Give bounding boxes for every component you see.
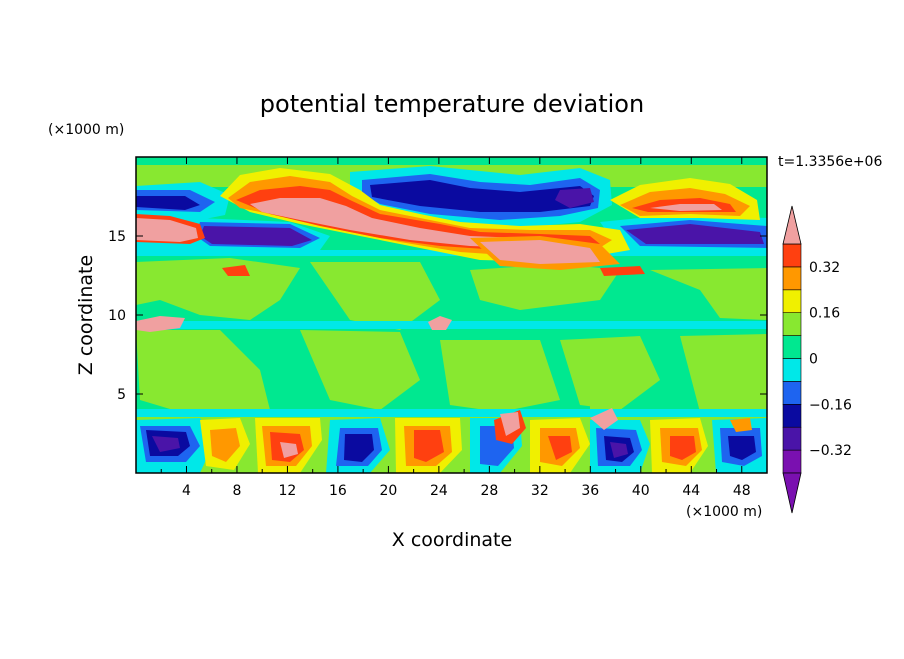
x-tick-label: 16	[329, 483, 347, 499]
upper-negative-layers	[136, 166, 767, 250]
x-tick-label: 36	[581, 483, 599, 499]
colorbar-swatch	[782, 289, 802, 313]
x-axis-unit: (×1000 m)	[686, 504, 762, 520]
x-tick-label: 28	[480, 483, 498, 499]
colorbar-swatch	[782, 335, 802, 359]
heatmap-field	[136, 157, 767, 473]
colorbar-swatch	[782, 426, 802, 451]
boundary-layer	[136, 408, 767, 473]
x-axis: 4 8 12 16 20 24 28 32 36 40 44 48	[160, 157, 751, 499]
y-axis-title: Z coordinate	[75, 255, 97, 375]
colorbar: −0.32 −0.16 0 0.16 0.32	[782, 205, 852, 514]
x-tick-label: 12	[279, 483, 297, 499]
colorbar-swatch	[782, 243, 802, 268]
colorbar-label: −0.16	[809, 397, 852, 413]
y-tick-label: 10	[108, 308, 126, 324]
x-axis-title: X coordinate	[392, 529, 512, 551]
y-tick-label: 5	[117, 387, 126, 403]
y-axis: 5 10 15	[108, 229, 767, 403]
x-tick-label: 40	[632, 483, 650, 499]
x-tick-label: 32	[531, 483, 549, 499]
time-label: t=1.3356e+06	[778, 154, 882, 170]
colorbar-swatch	[782, 312, 802, 336]
x-tick-label: 24	[430, 483, 448, 499]
colorbar-swatch	[782, 381, 802, 405]
chart-title: potential temperature deviation	[260, 90, 644, 118]
y-tick-label: 15	[108, 229, 126, 245]
x-tick-label: 44	[682, 483, 700, 499]
x-tick-label: 48	[733, 483, 751, 499]
cyan-line-9-5km	[136, 321, 767, 329]
colorbar-extend-min	[782, 472, 802, 514]
cyan-line-4km	[136, 409, 767, 417]
colorbar-label: 0	[809, 352, 818, 368]
x-tick-label: 20	[379, 483, 397, 499]
colorbar-label: 0.32	[809, 260, 840, 276]
colorbar-swatch	[782, 266, 802, 291]
colorbar-label: −0.32	[809, 443, 852, 459]
x-tick-label: 4	[182, 483, 191, 499]
colorbar-swatch	[782, 358, 802, 382]
colorbar-extend-max	[782, 205, 802, 245]
colorbar-swatch	[782, 449, 802, 474]
upper-positive-layers	[136, 168, 760, 332]
colorbar-swatch	[782, 403, 802, 428]
x-tick-label: 8	[232, 483, 241, 499]
y-axis-unit: (×1000 m)	[48, 122, 124, 138]
colorbar-label: 0.16	[809, 306, 840, 322]
